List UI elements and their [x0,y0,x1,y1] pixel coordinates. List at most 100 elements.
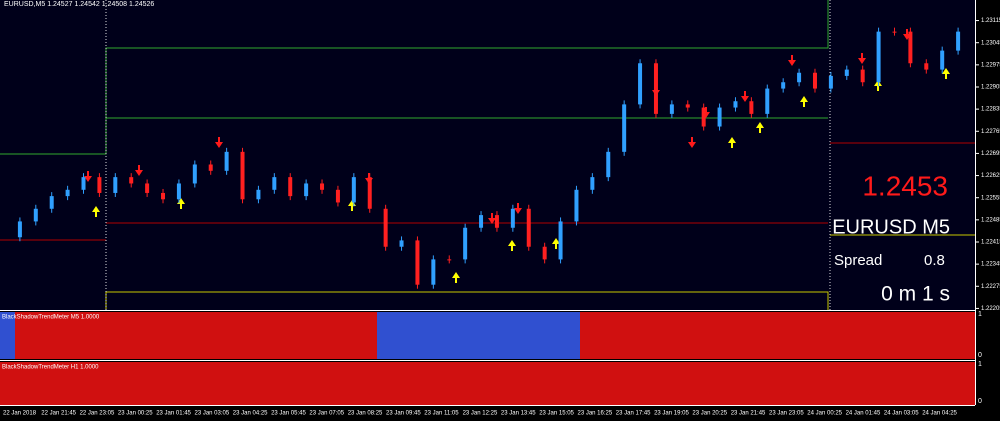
candle-body [876,31,881,83]
x-tick-label: 23 Jan 16:25 [578,411,613,417]
x-tick-label: 23 Jan 21:45 [731,411,766,417]
candle-body [479,215,484,228]
candle-body [844,69,849,76]
x-tick-label: 23 Jan 05:45 [271,411,306,417]
candle-body [192,164,197,184]
candle-body [892,31,897,33]
candle-body [129,177,134,184]
spread-label: Spread [834,252,882,269]
y-tick-label: 1.23045 [981,40,1000,46]
x-tick-label: 23 Jan 11:05 [424,411,459,417]
symbol: EURUSD,M5 [4,1,45,8]
close: 1.24526 [129,1,154,8]
x-tick-label: 23 Jan 13:45 [501,411,536,417]
y-tick-label: 1.23115 [981,18,1000,24]
x-tick-label: 23 Jan 00:25 [118,411,153,417]
y-tick-label: 1.22975 [981,62,1000,68]
candle-body [431,259,436,285]
candle-body [733,101,738,108]
candle-body [17,221,22,238]
y-tick-label: 1.22905 [981,85,1000,91]
candle-body [638,63,643,105]
candle-body [510,208,515,228]
trend-down [580,312,975,359]
candle-body [399,240,404,247]
candle-body [908,31,913,64]
y-tick-label: 1.22205 [981,306,1000,312]
timer: 0 m 1 s [881,283,950,306]
candle-body [81,177,86,190]
candle-body [924,63,929,70]
candle-body [526,208,531,247]
chart-bg [0,0,975,310]
y-tick-label: 1.22275 [981,284,1000,290]
candle-body [717,107,722,127]
candle-body [860,69,865,83]
x-tick-label: 23 Jan 20:25 [692,411,727,417]
candle-body [701,107,706,127]
candle-body [224,151,229,171]
candle-body [558,221,563,260]
x-tick-label: 24 Jan 01:45 [846,411,881,417]
candle-body [797,72,802,83]
candle-body [447,259,452,261]
x-tick-label: 24 Jan 04:25 [922,411,957,417]
chart-header: EURUSD,M5 1.24527 1.24542 1.24508 1.2452… [4,1,154,8]
candle-body [463,227,468,260]
indicator-label: BlackShadowTrendMeter H1 1.0000 [2,365,99,371]
x-tick-label: 23 Jan 08:25 [348,411,383,417]
x-tick-label: 23 Jan 12:25 [463,411,498,417]
candle-body [940,50,945,70]
candle-body [367,177,372,209]
indicator-tick: 0 [978,398,982,405]
x-tick-label: 23 Jan 09:45 [386,411,421,417]
trend-up [0,312,15,359]
candle-body [145,183,150,193]
x-tick-label: 23 Jan 01:45 [156,411,191,417]
candle-body [256,189,261,200]
candle-body [351,177,356,203]
candle-body [685,104,690,108]
candle-body [33,208,38,222]
candle-body [415,240,420,285]
candle-body [240,151,245,200]
x-tick-label: 22 Jan 23:05 [80,411,115,417]
y-tick-label: 1.22485 [981,217,1000,223]
y-tick-label: 1.22555 [981,195,1000,201]
x-tick-label: 23 Jan 15:05 [539,411,574,417]
candle-body [176,183,181,200]
candle-body [622,104,627,152]
candle-body [653,63,658,114]
open: 1.24527 [47,1,72,8]
candle-body [113,177,118,193]
candle-body [304,183,309,197]
high: 1.24542 [74,1,99,8]
candle-body [335,189,340,203]
trend-down [15,312,377,359]
x-tick-label: 22 Jan 2018 [3,411,37,417]
candle-body [49,196,54,209]
indicator-label: BlackShadowTrendMeter M5 1.0000 [2,315,100,321]
candle-body [65,189,70,197]
candle-body [828,75,833,89]
price-readout: 1.2453 [862,170,948,201]
y-tick-label: 1.22345 [981,262,1000,268]
x-tick-label: 23 Jan 03:05 [195,411,230,417]
x-tick-label: 24 Jan 03:05 [884,411,919,417]
candle-body [812,72,817,89]
candle-body [956,31,961,51]
x-tick-label: 23 Jan 23:05 [769,411,804,417]
x-tick-label: 23 Jan 17:45 [616,411,651,417]
candle-body [320,183,325,190]
candle-body [669,104,674,114]
trend-up [377,312,580,359]
candle-body [542,246,547,260]
candle-body [494,215,499,228]
y-tick-label: 1.22625 [981,173,1000,179]
candle-body [749,101,754,114]
x-tick-label: 23 Jan 07:05 [309,411,344,417]
x-tick-label: 23 Jan 04:25 [233,411,268,417]
candle-body [272,177,277,190]
indicator-tick: 0 [978,352,982,359]
